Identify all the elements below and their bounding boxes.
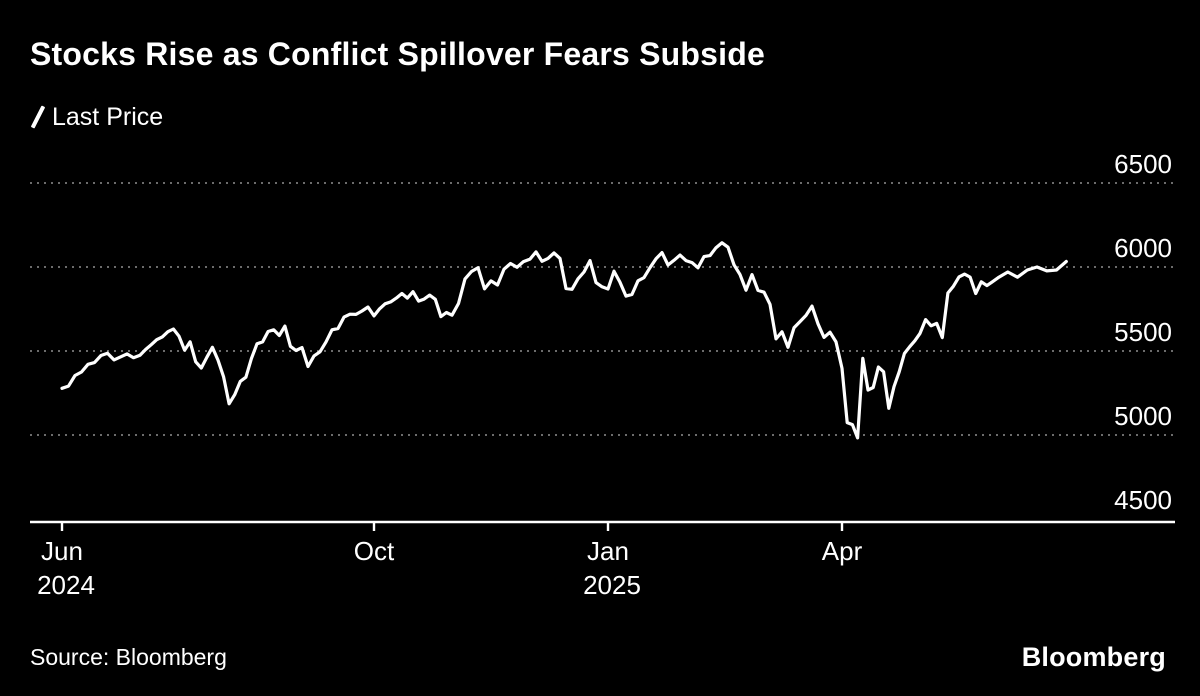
x-tick-label: Jun (41, 536, 83, 566)
bloomberg-logo: Bloomberg (1021, 641, 1166, 672)
x-tick-label: Jan (587, 536, 629, 566)
y-axis-label: 6500 (1114, 149, 1172, 179)
y-axis-label: 5500 (1114, 317, 1172, 347)
x-tick-year-label: 2025 (583, 570, 641, 600)
source-note: Source: Bloomberg (30, 643, 227, 670)
line-series-icon (30, 105, 46, 129)
y-axis-label: 6000 (1114, 233, 1172, 263)
x-tick-year-label: 2024 (37, 570, 95, 600)
x-tick-label: Oct (354, 536, 395, 566)
legend: Last Price (30, 102, 163, 132)
chart-title: Stocks Rise as Conflict Spillover Fears … (30, 36, 765, 72)
x-tick-label: Apr (822, 536, 863, 566)
y-axis-label: 4500 (1114, 485, 1172, 515)
price-line-chart: 6500 6000 5500 5000 4500 Jun 2024 Oct Jan 2025 Apr (30, 149, 1175, 600)
y-axis-label: 5000 (1114, 401, 1172, 431)
last-price-line (60, 241, 1068, 440)
chart-footer: Source: Bloomberg Bloomberg (30, 636, 1166, 678)
legend-label: Last Price (52, 102, 164, 131)
